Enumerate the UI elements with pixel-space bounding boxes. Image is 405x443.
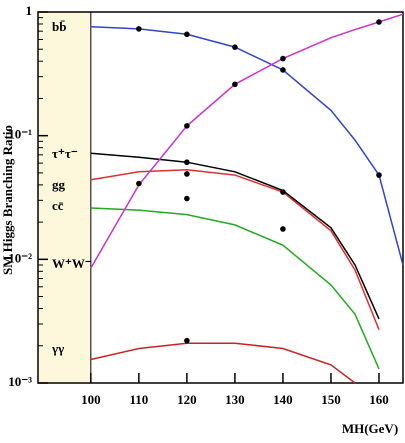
series-line xyxy=(90,342,356,384)
x-tick-label: 100 xyxy=(81,392,101,407)
data-point xyxy=(184,31,190,38)
data-point xyxy=(184,195,190,202)
y-tick-label: 1 xyxy=(26,3,33,18)
x-tick-label: 130 xyxy=(225,392,245,407)
series-label: τ⁺τ⁻ xyxy=(52,146,78,161)
series-label: gg xyxy=(52,177,66,192)
x-tick-label: 120 xyxy=(177,392,197,407)
y-tick-label: 10⁻³ xyxy=(8,374,32,389)
data-point xyxy=(376,172,382,178)
data-point xyxy=(184,159,190,166)
data-point xyxy=(184,171,190,177)
series-label: W⁺W⁻ xyxy=(52,256,92,271)
series-line xyxy=(90,169,380,330)
data-point xyxy=(136,26,142,32)
plot-frame xyxy=(37,11,404,384)
data-point xyxy=(280,189,286,195)
data-point xyxy=(280,55,286,62)
x-axis-title: MH(GeV) xyxy=(342,421,398,436)
series-line xyxy=(90,152,380,320)
data-point xyxy=(232,81,238,88)
data-point xyxy=(184,337,190,344)
series-label: cc̄ xyxy=(52,198,64,213)
x-tick-label: 160 xyxy=(369,392,389,407)
y-axis-title: SM Higgs Branching Ratio xyxy=(0,125,15,275)
x-tick-label: 140 xyxy=(273,392,293,407)
y-tick-label: 10⁻¹ xyxy=(8,127,32,142)
series-line xyxy=(90,207,380,370)
series-label: bb̄ xyxy=(52,19,66,34)
data-point xyxy=(184,123,190,129)
y-tick-label: 10⁻² xyxy=(8,250,32,265)
x-tick-label: 110 xyxy=(129,392,148,407)
data-point xyxy=(376,19,382,25)
data-point xyxy=(136,180,142,187)
x-tick-label: 150 xyxy=(321,392,341,407)
label-band xyxy=(37,11,92,384)
series-label: γγ xyxy=(51,341,64,356)
data-point xyxy=(232,44,238,50)
data-point xyxy=(280,226,286,232)
data-point xyxy=(280,67,286,73)
